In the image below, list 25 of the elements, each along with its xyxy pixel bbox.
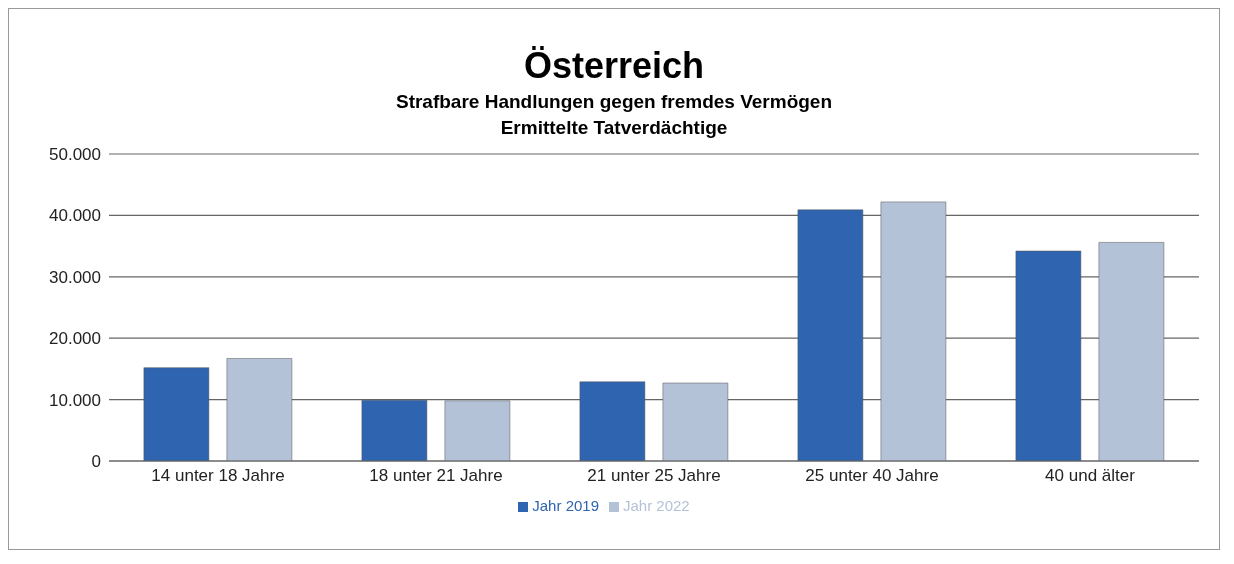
- y-tick-label: 40.000: [49, 206, 101, 226]
- legend-label: Jahr 2022: [623, 497, 690, 514]
- chart-subtitle: Strafbare Handlungen gegen fremdes Vermögen Ermittelte Tatverdächtige: [394, 91, 833, 139]
- legend-label: Jahr 2019: [532, 497, 599, 514]
- y-tick-label: 30.000: [49, 267, 101, 287]
- bar: [444, 400, 511, 461]
- bar: [1098, 242, 1165, 461]
- x-tick-label: 25 unter 40 Jahre: [805, 466, 939, 486]
- chart-title: Österreich: [522, 45, 706, 87]
- bar: [579, 381, 646, 461]
- bar: [880, 201, 947, 461]
- y-tick-label: 50.000: [49, 145, 101, 165]
- x-tick-label: 18 unter 21 Jahre: [369, 466, 503, 486]
- y-tick-label: 10.000: [49, 390, 101, 410]
- bar: [797, 209, 864, 461]
- bar: [662, 382, 729, 461]
- bar: [361, 399, 428, 461]
- x-tick-label: 40 und älter: [1045, 466, 1136, 486]
- x-tick-label: 21 unter 25 Jahre: [587, 466, 721, 486]
- bar: [226, 358, 293, 461]
- bar: [143, 367, 210, 461]
- x-tick-label: 14 unter 18 Jahre: [151, 466, 285, 486]
- y-tick-label: 20.000: [49, 329, 101, 349]
- y-tick-label: 0: [91, 452, 101, 472]
- bar: [1015, 250, 1082, 461]
